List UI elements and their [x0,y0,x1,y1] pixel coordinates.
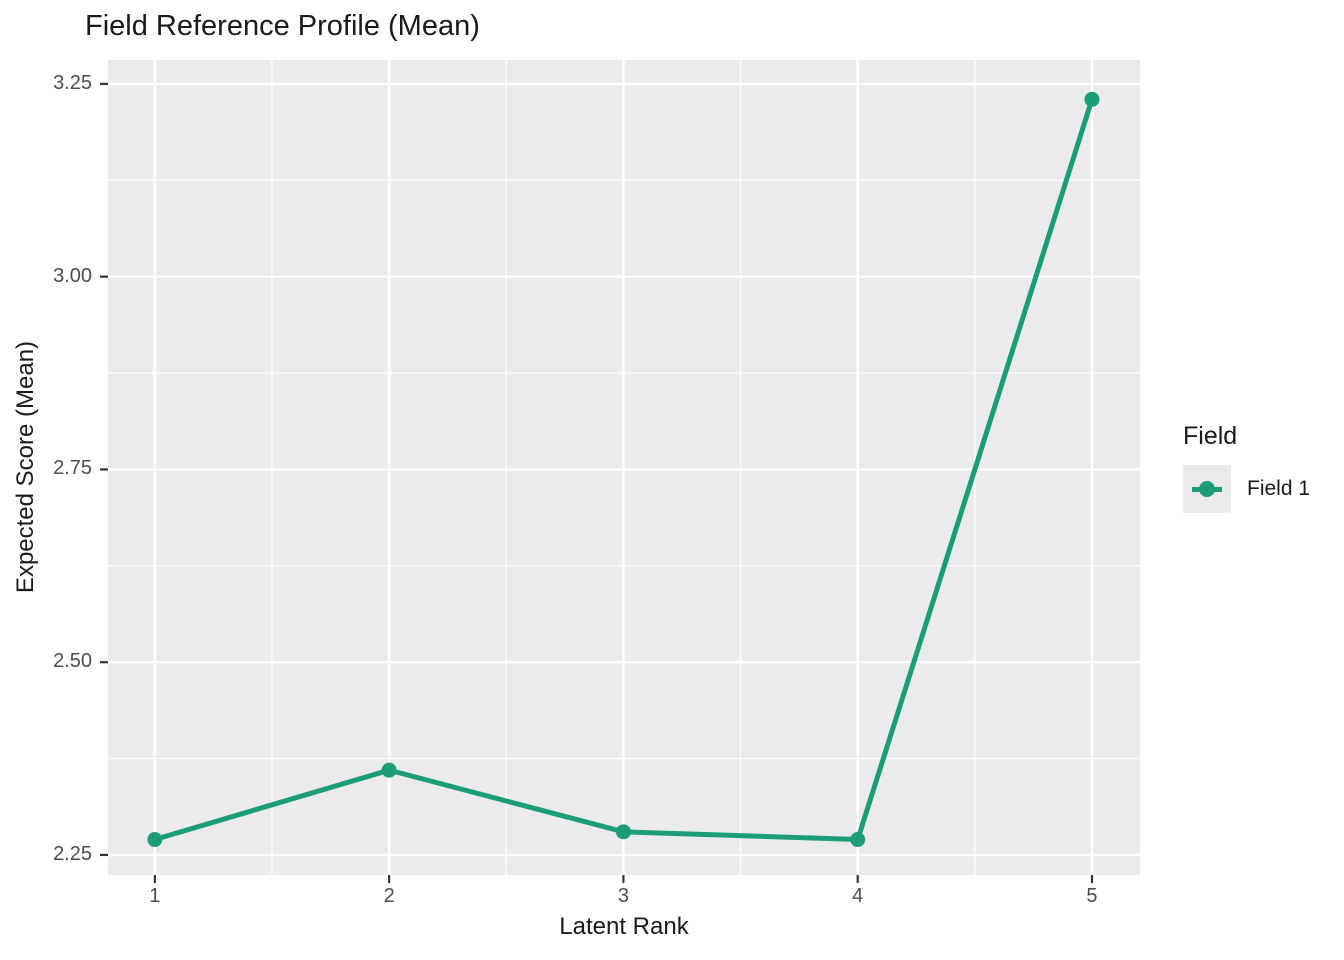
y-tick-label: 3.25 [53,71,92,94]
y-tick-label: 2.75 [53,457,92,480]
legend-key-swatch [1183,465,1231,513]
x-tick-label: 4 [852,885,864,907]
y-tick-label: 2.50 [53,650,92,673]
data-point [381,762,397,778]
x-tick-label: 5 [1086,885,1098,907]
legend: Field Field 1 [1177,422,1337,513]
data-point [615,824,631,840]
legend-item: Field 1 [1177,465,1337,513]
y-tick-label: 3.00 [53,264,92,287]
plot-title: Field Reference Profile (Mean) [85,10,480,42]
legend-point-icon [1199,481,1215,497]
x-tick-label: 3 [617,885,629,907]
legend-item-label: Field 1 [1247,477,1311,500]
x-tick-label: 1 [149,885,161,907]
data-point [850,832,866,848]
x-axis-title: Latent Rank [559,913,689,940]
legend-title: Field [1183,422,1238,450]
x-tick-label: 2 [383,885,395,907]
data-point [147,832,163,848]
y-tick-label: 2.25 [53,842,92,865]
data-point [1084,91,1100,107]
